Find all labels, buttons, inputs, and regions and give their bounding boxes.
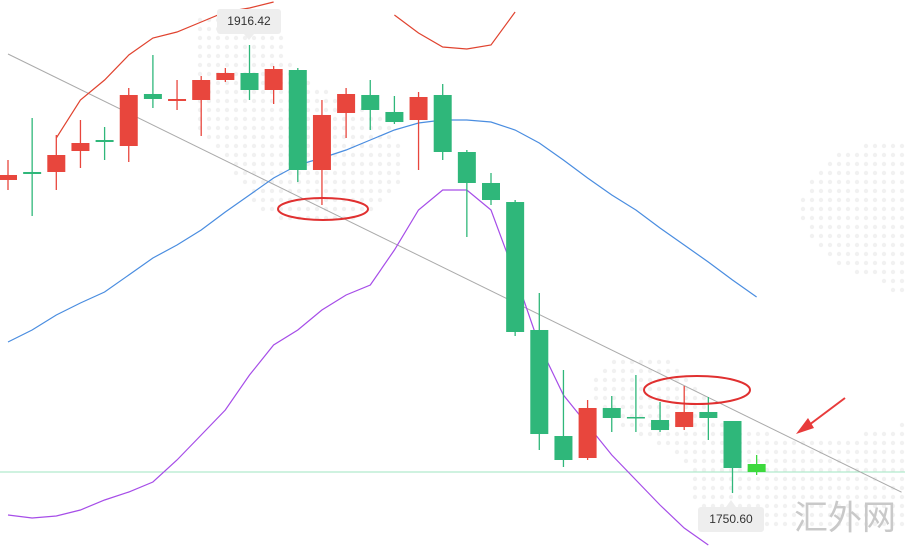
low-label: 1750.60 bbox=[709, 512, 753, 526]
candle bbox=[337, 87, 356, 139]
candle-body bbox=[264, 69, 283, 90]
band-line bbox=[7, 119, 757, 343]
candle-body bbox=[119, 94, 138, 147]
candle bbox=[602, 395, 621, 433]
candle-body bbox=[143, 93, 162, 99]
low-tag: 1750.60 bbox=[698, 500, 764, 532]
candle-body bbox=[433, 94, 452, 153]
watermark: 汇外网 bbox=[794, 499, 896, 539]
candle bbox=[651, 401, 670, 433]
candle bbox=[747, 455, 766, 475]
candle bbox=[95, 127, 114, 160]
candle-body bbox=[23, 171, 42, 174]
candle bbox=[385, 95, 404, 125]
candle-body bbox=[723, 420, 742, 469]
candle-body bbox=[457, 152, 476, 183]
candle-body bbox=[578, 407, 597, 459]
candle bbox=[240, 45, 259, 100]
band-line bbox=[7, 189, 709, 546]
candle bbox=[312, 99, 331, 206]
candle bbox=[143, 55, 162, 108]
candle-body bbox=[71, 143, 90, 152]
candle-body bbox=[530, 329, 549, 435]
candle bbox=[23, 118, 42, 217]
candle bbox=[0, 159, 17, 190]
candle bbox=[119, 87, 138, 162]
candle bbox=[554, 370, 573, 468]
candle-body bbox=[168, 98, 187, 101]
candle-body bbox=[0, 174, 17, 180]
candle bbox=[361, 79, 380, 131]
candle-body bbox=[506, 202, 525, 332]
candle-body bbox=[651, 419, 670, 431]
candle-body bbox=[602, 407, 621, 418]
candle-body bbox=[554, 436, 573, 461]
candle-body bbox=[409, 96, 428, 121]
candle bbox=[626, 375, 645, 433]
highlight-ellipse bbox=[277, 197, 369, 221]
candle-body bbox=[288, 70, 307, 170]
candle bbox=[457, 150, 476, 237]
candle-body bbox=[699, 411, 718, 418]
candle bbox=[168, 79, 187, 110]
candle-body bbox=[240, 73, 259, 90]
candle-body bbox=[361, 94, 380, 110]
candle-body bbox=[482, 182, 500, 201]
candle-body bbox=[192, 79, 211, 100]
candle bbox=[433, 83, 452, 160]
candle bbox=[409, 91, 428, 170]
candle bbox=[264, 66, 283, 104]
candle bbox=[675, 386, 694, 431]
high-tag: 1916.42 bbox=[217, 9, 281, 40]
candle-body bbox=[47, 155, 66, 172]
trendline bbox=[7, 53, 902, 493]
candle-body bbox=[626, 416, 645, 419]
candle-body bbox=[95, 140, 114, 143]
candle bbox=[723, 420, 742, 494]
highlight-ellipse bbox=[643, 375, 751, 405]
candle-body bbox=[337, 93, 356, 113]
candle bbox=[216, 68, 235, 82]
candle bbox=[192, 76, 211, 137]
candle-body bbox=[675, 411, 694, 428]
candle bbox=[578, 399, 597, 461]
candle bbox=[47, 135, 66, 190]
candle-body bbox=[312, 114, 331, 170]
candle-body bbox=[216, 73, 235, 80]
candle bbox=[506, 200, 525, 336]
candle bbox=[482, 172, 500, 206]
arrow bbox=[796, 397, 846, 434]
candle bbox=[530, 293, 549, 451]
candle bbox=[288, 68, 307, 182]
high-label: 1916.42 bbox=[227, 14, 271, 28]
candle-body bbox=[385, 111, 404, 123]
candle bbox=[71, 120, 90, 168]
candle-body bbox=[747, 464, 766, 473]
